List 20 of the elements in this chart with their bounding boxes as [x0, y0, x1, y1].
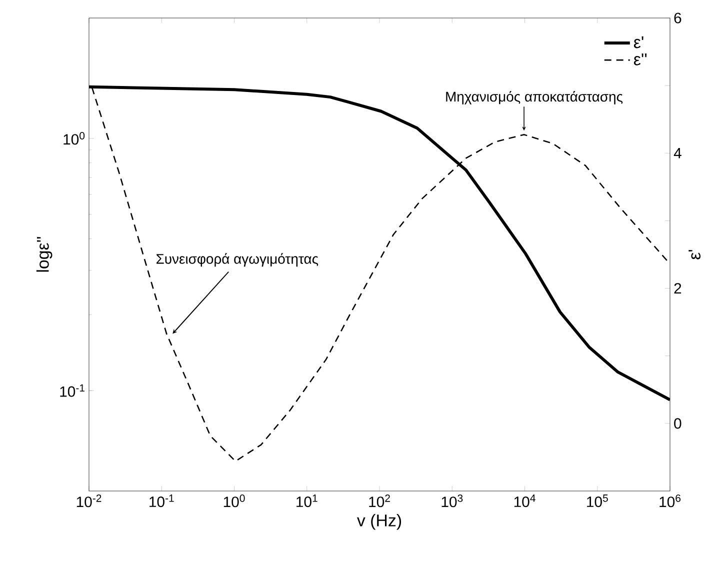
legend-label: ε': [634, 36, 644, 48]
x-tick-label: 10$^{4}$: [514, 494, 536, 508]
y-axis-title: logε'': [36, 237, 52, 272]
x-tick-label: 10$^{-2}$: [76, 494, 102, 508]
annotation: Μηχανισμός αποκατάστασης: [446, 90, 623, 104]
annotation: Συνεισφορά αγωγιμότητας: [156, 253, 318, 267]
legend-label: ε'': [634, 54, 647, 66]
x-tick-label: 10$^{2}$: [369, 494, 390, 508]
x-tick-label: 10$^{-1}$: [150, 494, 174, 508]
y2-tick-label: 4: [674, 148, 682, 158]
x-tick-label: 10$^{1}$: [296, 494, 318, 508]
x-tick-label: 10$^{3}$: [442, 494, 463, 508]
x-tick-label: 10$^{5}$: [587, 494, 608, 508]
y2-axis-title: ε': [688, 250, 700, 260]
x-axis-title: v (Hz): [356, 514, 402, 530]
y2-tick-label: 0: [674, 418, 682, 429]
x-tick-label: 10$^{0}$: [224, 494, 245, 508]
y2-tick-label: 2: [674, 283, 682, 294]
x-tick-label: 10$^{6}$: [660, 494, 681, 508]
y2-tick-label: 6: [674, 12, 682, 24]
